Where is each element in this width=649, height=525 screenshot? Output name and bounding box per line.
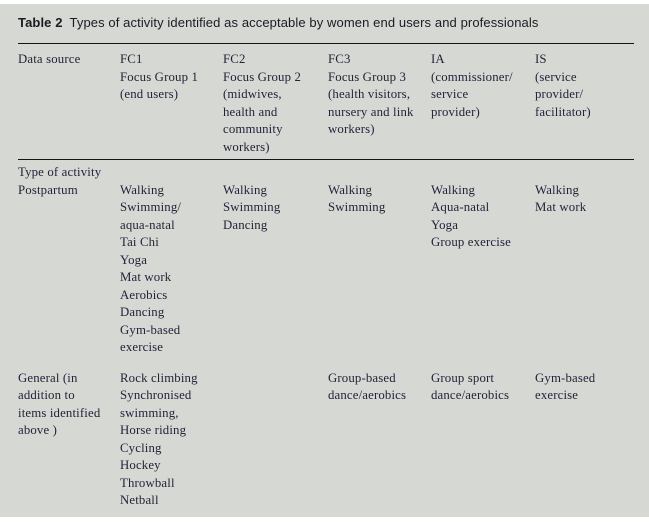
cell-line: Walking — [328, 182, 373, 197]
body-cell: Walking Swimming — [328, 182, 431, 357]
cell-line: Dancing — [120, 305, 165, 319]
cell-line: Walking — [535, 182, 580, 197]
table-number: Table 2 — [18, 15, 63, 30]
header-cell: FC2 Focus Group 2 (midwives, health and comm… — [223, 51, 328, 156]
cell-line: exercise — [120, 340, 164, 354]
top-rule — [18, 43, 634, 44]
header-cell-line: (end users) — [120, 87, 179, 101]
cell-line: Synchronised — [120, 388, 192, 402]
cell-line: Walking — [120, 182, 165, 197]
cell-line: Group exercise — [431, 235, 511, 249]
cell-line: Group sport — [431, 370, 495, 385]
header-cell-line: Focus Group 1 — [120, 69, 199, 84]
header-cell-line: facilitator) — [535, 104, 591, 119]
header-cell-line: nursery and link — [328, 104, 414, 119]
header-cell-line: health and — [223, 104, 278, 119]
header-cell: FC1 Focus Group 1 (end users) — [120, 51, 223, 156]
header-cell-line: Focus Group 2 — [223, 69, 302, 84]
header-cell-line: provider) — [431, 104, 480, 119]
cell-line: Dancing — [223, 217, 268, 232]
body-cell — [223, 370, 328, 510]
table-body: Postpartum Walking Swimming/aqua-natal Tai … — [18, 182, 634, 510]
body-cell: Gym-based exercise — [535, 370, 634, 510]
header-data-source: Data source — [18, 51, 120, 156]
body-cell: Walking Swimming Dancing — [223, 182, 328, 357]
cell-line: aqua-natal — [120, 217, 175, 232]
table-title: Table 2 Types of activity identified as a… — [18, 14, 634, 32]
cell-line: Netball — [120, 493, 159, 507]
header-cell-line: (midwives, — [223, 87, 282, 101]
row-label-line: Postpartum — [18, 182, 78, 197]
section-label: Type of activity — [18, 165, 102, 179]
cell-line: Hockey — [120, 458, 161, 472]
cell-line: Swimming — [223, 200, 281, 214]
header-cell-line: (health visitors, — [328, 87, 411, 101]
row-label: General (in addition to items identified ab… — [18, 370, 120, 510]
cell-line: dance/aerobics — [328, 388, 407, 402]
cell-line: swimming, — [120, 405, 179, 420]
body-cell: Group sport dance/aerobics — [431, 370, 535, 510]
cell-line: Throwball — [120, 475, 175, 490]
cell-line: Aqua-natal — [431, 200, 490, 214]
header-cell-line: service — [431, 87, 469, 101]
cell-line: Yoga — [431, 217, 459, 232]
row-label-line: General (in — [18, 370, 78, 385]
cell-line: Rock climbing — [120, 370, 198, 385]
cell-line: Walking — [223, 182, 268, 197]
cell-line: Swimming — [328, 200, 386, 214]
mid-rule — [18, 159, 634, 160]
cell-line: Tai Chi — [120, 235, 159, 249]
body-cell: Walking Aqua-natal Yoga Group exercise — [431, 182, 535, 357]
header-cell-line: (commissioner/ — [431, 69, 513, 84]
header-cell-line: IA — [431, 52, 445, 66]
header-cell-line: Data source — [18, 52, 81, 66]
header-cell-line: IS — [535, 52, 547, 66]
header-cell: FC3 Focus Group 3 (health visitors, nursery… — [328, 51, 431, 156]
header-cell-line: workers) — [328, 122, 375, 136]
body-cell: Walking Mat work — [535, 182, 634, 357]
body-cell: Group-based dance/aerobics — [328, 370, 431, 510]
cell-line: dance/aerobics — [431, 388, 510, 402]
cell-line: Horse riding — [120, 423, 187, 437]
header-cell-line: FC2 — [223, 52, 246, 66]
cell-line: Cycling — [120, 440, 162, 455]
header-cell-line: FC3 — [328, 52, 351, 66]
body-row: Postpartum Walking Swimming/aqua-natal Tai … — [18, 182, 634, 357]
header-cell-line: workers) — [223, 139, 270, 154]
header-cell-line: Focus Group 3 — [328, 69, 407, 84]
body-cell: Rock climbing Synchronised swimming, Horse … — [120, 370, 223, 510]
cell-line: Gym-based — [535, 370, 596, 385]
cell-line: Group-based — [328, 370, 396, 385]
row-label-line: above ) — [18, 423, 58, 437]
row-label-line: addition to — [18, 388, 75, 402]
cell-line: Mat work — [120, 270, 172, 284]
body-row: General (in addition to items identified ab… — [18, 370, 634, 510]
header-cell-line: community — [223, 122, 283, 136]
header-row: Data source FC1 Focus Group 1 (end users) F… — [18, 44, 634, 159]
cell-line: Walking — [431, 182, 476, 197]
row-label: Postpartum — [18, 182, 120, 357]
header-cell: IS (service provider/facilitator) — [535, 51, 634, 156]
cell-line: Yoga — [120, 252, 148, 267]
cell-line: Aerobics — [120, 287, 168, 302]
header-cell: IA (commissioner/service provider) — [431, 51, 535, 156]
cell-line: exercise — [535, 388, 579, 402]
body-cell: Walking Swimming/aqua-natal Tai Chi Yoga Mat… — [120, 182, 223, 357]
header-cell-line: provider/ — [535, 87, 584, 101]
header-cell-line: FC1 — [120, 52, 143, 66]
header-cell-line: (service — [535, 69, 577, 84]
cell-line: Swimming/ — [120, 200, 182, 214]
cell-line: Gym-based — [120, 322, 181, 337]
table-panel: Table 2 Types of activity identified as a… — [0, 4, 649, 517]
cell-line: Mat work — [535, 200, 587, 214]
table-caption: Types of activity identified as acceptab… — [69, 15, 539, 30]
row-label-line: items identified — [18, 405, 101, 420]
